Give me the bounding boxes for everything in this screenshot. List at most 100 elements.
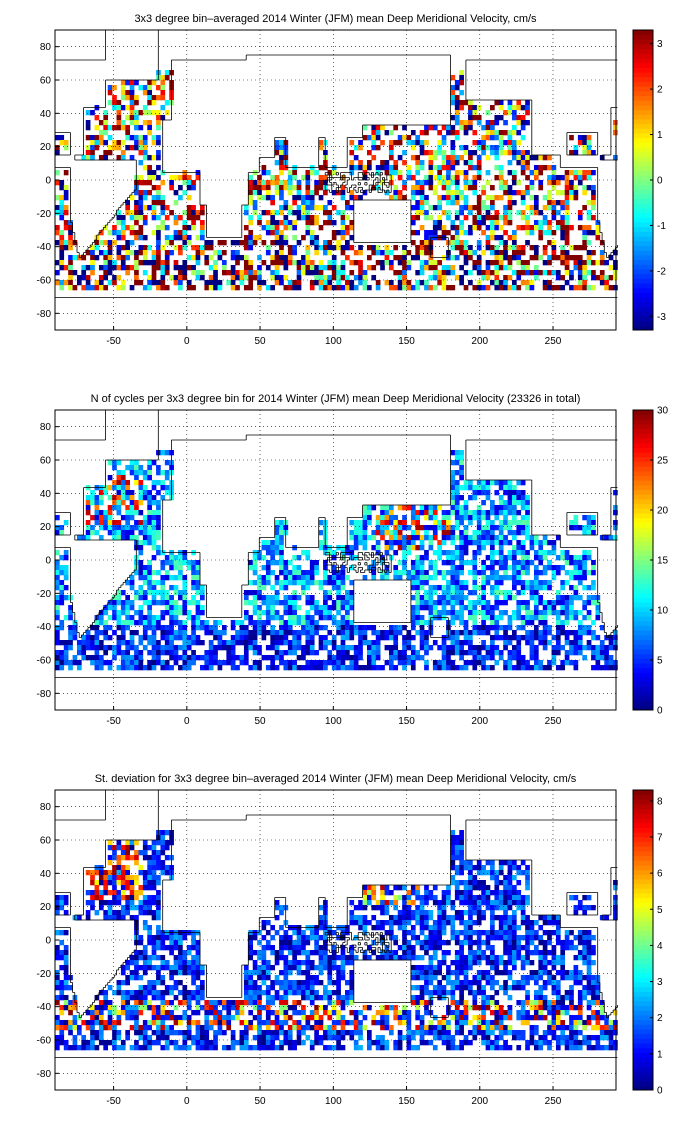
heatmap-cell bbox=[59, 1030, 65, 1036]
heatmap-cell bbox=[573, 575, 579, 581]
heatmap-cell bbox=[129, 515, 135, 521]
heatmap-cell bbox=[410, 565, 416, 571]
heatmap-cell bbox=[63, 140, 69, 146]
heatmap-cell bbox=[323, 660, 328, 666]
heatmap-cell bbox=[516, 260, 522, 266]
heatmap-cell bbox=[156, 235, 161, 241]
heatmap-cell bbox=[116, 880, 122, 886]
heatmap-cell bbox=[59, 585, 65, 591]
heatmap-cell bbox=[450, 485, 456, 491]
heatmap-cell bbox=[279, 660, 284, 666]
heatmap-cell bbox=[314, 270, 319, 276]
heatmap-cell bbox=[446, 650, 451, 656]
heatmap-cell bbox=[533, 200, 539, 206]
colorbar-segment bbox=[633, 555, 653, 561]
heatmap-cell bbox=[59, 640, 65, 646]
heatmap-cell bbox=[138, 595, 144, 601]
heatmap-cell bbox=[55, 945, 60, 951]
heatmap-cell bbox=[270, 595, 276, 601]
heatmap-cell bbox=[450, 270, 456, 276]
heatmap-cell bbox=[213, 625, 218, 631]
heatmap-cell bbox=[134, 975, 139, 981]
heatmap-cell bbox=[388, 150, 394, 156]
heatmap-cell bbox=[349, 150, 355, 156]
heatmap-cell bbox=[533, 255, 539, 261]
heatmap-cell bbox=[476, 505, 482, 511]
heatmap-cell bbox=[393, 665, 399, 671]
heatmap-cell bbox=[103, 885, 109, 891]
heatmap-cell bbox=[125, 840, 130, 846]
heatmap-cell bbox=[63, 955, 69, 961]
heatmap-cell bbox=[432, 205, 438, 211]
heatmap-cell bbox=[90, 895, 95, 901]
heatmap-cell bbox=[591, 650, 596, 656]
chart-title: N of cycles per 3x3 degree bin for 2014 … bbox=[91, 393, 581, 405]
heatmap-cell bbox=[507, 135, 513, 141]
heatmap-cell bbox=[296, 190, 302, 196]
heatmap-cell bbox=[283, 580, 289, 586]
heatmap-cell bbox=[283, 620, 289, 626]
heatmap-cell bbox=[94, 1020, 100, 1026]
heatmap-cell bbox=[116, 265, 122, 271]
heatmap-cell bbox=[437, 225, 442, 231]
heatmap-cell bbox=[490, 620, 495, 626]
heatmap-cell bbox=[450, 575, 456, 581]
heatmap-cell bbox=[63, 615, 69, 621]
heatmap-cell bbox=[349, 535, 355, 541]
heatmap-cell bbox=[463, 505, 469, 511]
heatmap-cell bbox=[151, 275, 157, 281]
heatmap-cell bbox=[450, 490, 456, 496]
heatmap-cell bbox=[55, 270, 60, 276]
heatmap-cell bbox=[380, 160, 385, 166]
heatmap-cell bbox=[336, 585, 341, 591]
heatmap-cell bbox=[437, 660, 442, 666]
heatmap-cell bbox=[485, 235, 491, 241]
heatmap-cell bbox=[318, 610, 324, 616]
heatmap-cell bbox=[173, 585, 179, 591]
heatmap-cell bbox=[301, 255, 306, 261]
heatmap-cell bbox=[274, 175, 280, 181]
heatmap-cell bbox=[279, 655, 284, 661]
heatmap-cell bbox=[490, 260, 495, 266]
heatmap-cell bbox=[410, 650, 416, 656]
heatmap-cell bbox=[301, 270, 306, 276]
heatmap-cell bbox=[507, 265, 513, 271]
heatmap-cell bbox=[103, 525, 109, 531]
heatmap-cell bbox=[476, 170, 482, 176]
heatmap-cell bbox=[366, 625, 372, 631]
heatmap-cell bbox=[134, 120, 139, 126]
heatmap-cell bbox=[525, 495, 530, 501]
heatmap-cell bbox=[287, 575, 293, 581]
heatmap-cell bbox=[142, 955, 148, 961]
heatmap-cell bbox=[512, 650, 517, 656]
heatmap-cell bbox=[235, 630, 240, 636]
heatmap-cell bbox=[516, 120, 522, 126]
heatmap-cell bbox=[68, 230, 73, 236]
heatmap-cell bbox=[494, 260, 500, 266]
heatmap-cell bbox=[410, 230, 416, 236]
heatmap-cell bbox=[388, 280, 394, 286]
heatmap-cell bbox=[538, 620, 544, 626]
heatmap-cell bbox=[309, 235, 315, 241]
heatmap-cell bbox=[366, 510, 372, 516]
heatmap-cell bbox=[393, 575, 399, 581]
heatmap-cell bbox=[371, 645, 377, 651]
heatmap-cell bbox=[476, 160, 482, 166]
heatmap-cell bbox=[274, 180, 280, 186]
heatmap-cell bbox=[349, 545, 355, 551]
heatmap-cell bbox=[393, 255, 399, 261]
heatmap-cell bbox=[156, 510, 161, 516]
heatmap-cell bbox=[353, 260, 359, 266]
heatmap-cell bbox=[353, 630, 359, 636]
heatmap-cell bbox=[120, 1040, 126, 1046]
heatmap-cell bbox=[129, 845, 135, 851]
colorbar-segment bbox=[633, 527, 653, 533]
heatmap-cell bbox=[169, 185, 174, 191]
heatmap-cell bbox=[485, 135, 491, 141]
heatmap-cell bbox=[441, 510, 447, 516]
heatmap-cell bbox=[512, 485, 517, 491]
heatmap-cell bbox=[459, 465, 464, 471]
heatmap-cell bbox=[380, 665, 385, 671]
heatmap-cell bbox=[274, 550, 280, 556]
heatmap-cell bbox=[331, 580, 337, 586]
